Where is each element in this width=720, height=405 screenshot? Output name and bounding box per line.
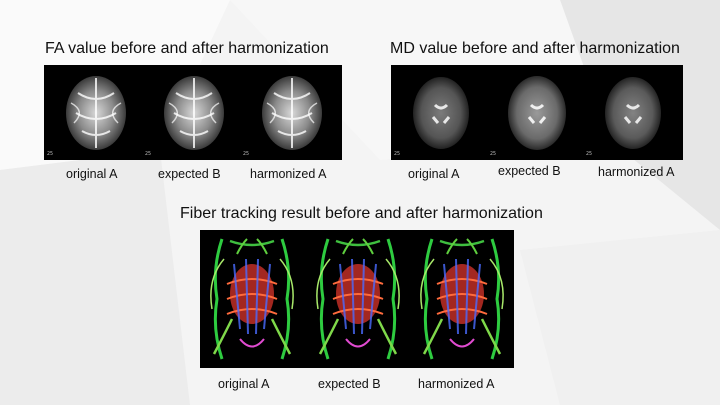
fiber-section-title: Fiber tracking result before and after h… [180, 205, 543, 222]
md-slice-label-3: 25 [586, 151, 593, 157]
fa-image-panel: 25 25 25 [44, 65, 342, 160]
md-slice-label-1: 25 [394, 151, 401, 157]
md-slice-expected [508, 76, 566, 150]
fiber-result-harmonized [419, 237, 505, 361]
md-section-title: MD value before and after harmonization [390, 40, 680, 57]
md-brain-slices [413, 76, 661, 150]
fiber-image-panel [200, 230, 514, 368]
fa-slice-expected [164, 76, 224, 150]
md-caption-expected: expected B [498, 164, 561, 178]
fa-brain-slices [66, 76, 322, 150]
md-slice-harmonized [605, 77, 661, 149]
fa-slice-label-1: 25 [47, 151, 54, 157]
md-caption-original: original A [408, 167, 460, 181]
fiber-caption-original: original A [218, 377, 270, 391]
fiber-tractography [209, 237, 505, 361]
fa-caption-original: original A [66, 167, 118, 181]
md-slice-original [413, 77, 469, 149]
fa-section-title: FA value before and after harmonization [45, 40, 329, 57]
fa-caption-harmonized: harmonized A [250, 167, 327, 181]
fa-slice-label-3: 25 [243, 151, 250, 157]
md-caption-harmonized: harmonized A [598, 165, 675, 179]
fa-slice-label-2: 25 [145, 151, 152, 157]
fiber-caption-harmonized: harmonized A [418, 377, 495, 391]
fa-slice-harmonized [262, 76, 322, 150]
md-slice-label-2: 25 [490, 151, 497, 157]
fa-slice-original [66, 76, 126, 150]
fiber-result-original [209, 237, 295, 361]
fiber-result-expected [315, 237, 401, 361]
fa-caption-expected: expected B [158, 167, 221, 181]
fiber-caption-expected: expected B [318, 377, 381, 391]
md-image-panel: 25 25 25 [391, 65, 683, 160]
